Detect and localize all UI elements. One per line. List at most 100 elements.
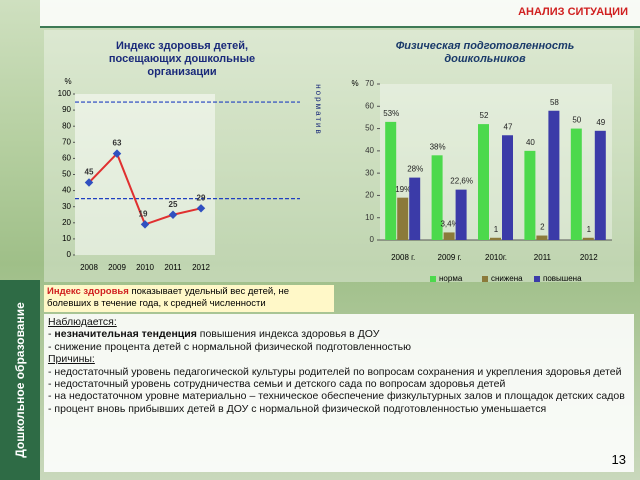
data-label: 22,6% bbox=[450, 177, 473, 186]
data-label: 58 bbox=[550, 98, 559, 107]
legend-swatch bbox=[534, 276, 540, 282]
data-label: 47 bbox=[504, 122, 513, 131]
text-line: - снижение процента детей с нормальной ф… bbox=[48, 340, 411, 353]
chart-title: Физическая подготовленность дошкольников bbox=[396, 40, 575, 65]
text: - bbox=[48, 328, 55, 341]
legend-swatch bbox=[430, 276, 436, 282]
title-line: организации bbox=[147, 66, 216, 78]
header-bar: АНАЛИЗ СИТУАЦИИ bbox=[40, 0, 640, 28]
bar bbox=[490, 237, 501, 240]
data-label: 63 bbox=[113, 139, 122, 148]
side-bar: Дошкольное образование bbox=[0, 280, 40, 480]
reason: - на недостаточном уровне материально – … bbox=[48, 390, 625, 403]
data-label: 52 bbox=[480, 111, 489, 120]
bar bbox=[478, 124, 489, 240]
y-tick-label: 60 bbox=[365, 101, 374, 110]
bar bbox=[397, 197, 409, 240]
data-label: 38% bbox=[430, 142, 446, 151]
text: повышения индекса здоровья в ДОУ bbox=[196, 328, 380, 341]
x-tick-label: 2012 bbox=[192, 263, 210, 272]
y-tick-label: 90 bbox=[62, 105, 71, 114]
data-label: 2 bbox=[540, 223, 545, 232]
title-line: дошкольников bbox=[444, 53, 526, 65]
data-label: 40 bbox=[526, 138, 535, 147]
bar bbox=[409, 177, 421, 240]
data-label: 49 bbox=[596, 118, 605, 127]
bar bbox=[443, 232, 455, 240]
data-label: 45 bbox=[85, 168, 94, 177]
data-label: 1 bbox=[587, 225, 592, 234]
bar bbox=[594, 130, 606, 240]
side-label: Дошкольное образование bbox=[13, 302, 27, 458]
data-label: 1 bbox=[494, 225, 499, 234]
reason: - недостаточный уровень сотрудничества с… bbox=[48, 378, 506, 391]
y-tick-label: 50 bbox=[62, 170, 71, 179]
x-tick-label: 2009 bbox=[108, 263, 126, 272]
footnote-term: Индекс здоровья bbox=[47, 286, 129, 297]
bar bbox=[385, 121, 397, 240]
marker bbox=[196, 204, 206, 213]
body-text: Наблюдается: - незначительная тенденция … bbox=[44, 314, 634, 472]
x-tick-label: 2011 bbox=[534, 253, 552, 262]
y-tick-label: 60 bbox=[62, 154, 71, 163]
title-line: Физическая подготовленность bbox=[396, 40, 575, 52]
y-tick-label: 50 bbox=[365, 124, 374, 133]
chart-title: Индекс здоровья детей, посещающих дошколь… bbox=[109, 40, 255, 78]
marker bbox=[140, 220, 150, 229]
y-tick-label: 70 bbox=[365, 79, 374, 88]
x-tick-label: 2009 г. bbox=[438, 253, 462, 262]
legend-label: снижена bbox=[491, 274, 523, 283]
marker bbox=[84, 178, 94, 187]
legend-label: повышена bbox=[543, 274, 582, 283]
data-label: 3,4% bbox=[440, 220, 458, 229]
x-tick-label: 2012 bbox=[580, 253, 598, 262]
y-axis-label: % bbox=[351, 79, 358, 88]
title-line: Индекс здоровья детей, bbox=[116, 40, 248, 52]
x-tick-label: 2011 bbox=[164, 263, 182, 272]
x-tick-label: 2008 bbox=[80, 263, 98, 272]
y-tick-label: 0 bbox=[370, 235, 375, 244]
y-tick-label: 10 bbox=[365, 213, 374, 222]
x-tick-label: 2010 bbox=[136, 263, 154, 272]
data-label: 19 bbox=[139, 210, 148, 219]
reference-label: норматив bbox=[314, 84, 323, 135]
data-label: 50 bbox=[572, 116, 581, 125]
reason: - процент вновь прибывших детей в ДОУ с … bbox=[48, 402, 547, 415]
data-label: 53% bbox=[383, 109, 399, 118]
bar bbox=[455, 189, 467, 240]
y-tick-label: 20 bbox=[365, 191, 374, 200]
marker bbox=[168, 210, 178, 219]
charts: Индекс здоровья детей, посещающих дошколь… bbox=[57, 39, 612, 284]
bold-text: незначительная тенденция bbox=[54, 328, 197, 341]
y-tick-label: 10 bbox=[62, 234, 71, 243]
y-axis-label: % bbox=[64, 77, 71, 86]
bar bbox=[570, 128, 582, 240]
y-tick-label: 80 bbox=[62, 121, 71, 130]
footnote: Индекс здоровья показывает удельный вес … bbox=[44, 285, 334, 312]
bar bbox=[502, 135, 513, 240]
bar bbox=[524, 150, 536, 240]
title-line: посещающих дошкольные bbox=[109, 53, 255, 65]
heading: Причины: bbox=[48, 353, 95, 366]
x-tick-label: 2010г. bbox=[485, 253, 507, 262]
y-tick-label: 30 bbox=[62, 202, 71, 211]
y-tick-label: 30 bbox=[365, 168, 374, 177]
page-number: 13 bbox=[611, 452, 626, 467]
data-label: 19% bbox=[395, 185, 411, 194]
x-tick-label: 2008 г. bbox=[391, 253, 415, 262]
y-tick-label: 20 bbox=[62, 218, 71, 227]
y-tick-label: 100 bbox=[58, 89, 72, 98]
bar bbox=[582, 237, 594, 240]
data-label: 28% bbox=[407, 165, 423, 174]
y-tick-label: 40 bbox=[365, 146, 374, 155]
reasons: - недостаточный уровень педагогической к… bbox=[48, 366, 630, 416]
y-tick-label: 40 bbox=[62, 186, 71, 195]
y-tick-label: 0 bbox=[67, 250, 72, 259]
bar bbox=[548, 110, 560, 240]
reason: - недостаточный уровень педагогической к… bbox=[48, 365, 622, 378]
bar bbox=[536, 235, 548, 240]
data-label: 29 bbox=[197, 193, 206, 202]
data-label: 25 bbox=[169, 200, 178, 209]
marker bbox=[112, 149, 122, 158]
